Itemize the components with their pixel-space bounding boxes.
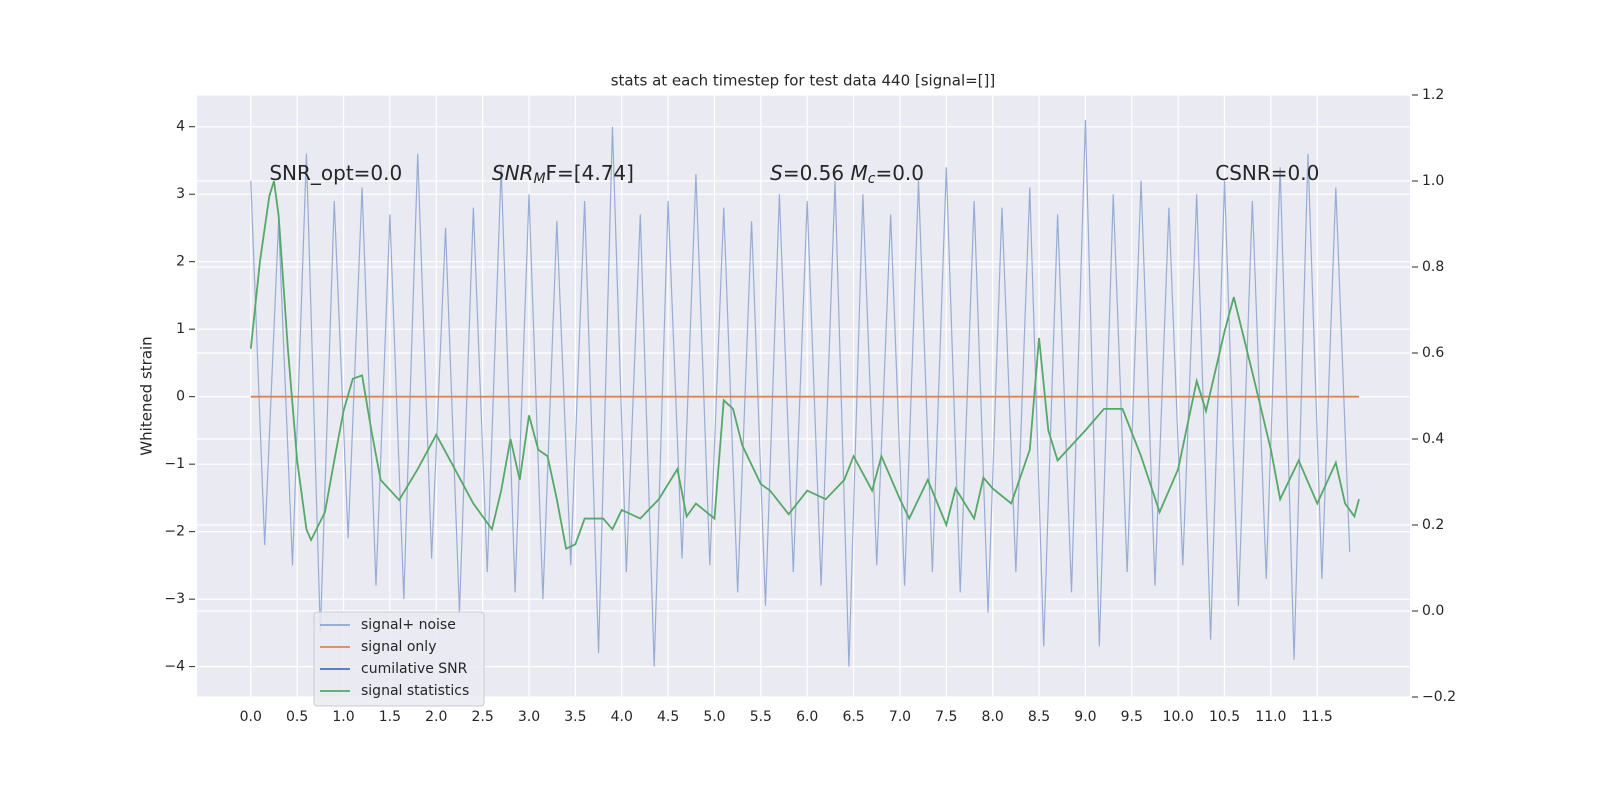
y2-tick-label: 0.4 bbox=[1422, 431, 1444, 447]
y2-tick-label: −0.2 bbox=[1422, 689, 1456, 705]
x-tick-label: 10.5 bbox=[1209, 709, 1240, 725]
annotation-part: SNR bbox=[492, 160, 534, 184]
x-tick-label: 5.0 bbox=[703, 709, 725, 725]
legend: signal+ noise signal only cumilative SNR si… bbox=[313, 611, 485, 707]
x-tick-label: 10.0 bbox=[1163, 709, 1194, 725]
x-tick-label: 8.0 bbox=[982, 709, 1004, 725]
annotation-part: CSNR=0.0 bbox=[1215, 160, 1319, 184]
x-tick-label: 1.0 bbox=[332, 709, 354, 725]
chart-title: stats at each timestep for test data 440… bbox=[611, 72, 996, 90]
y-tick-label: −1 bbox=[164, 456, 185, 472]
x-tick-label: 0.5 bbox=[286, 709, 308, 725]
y2-tick-label: 1.0 bbox=[1422, 173, 1444, 189]
legend-box bbox=[313, 611, 485, 707]
annotation-part: SNR_opt=0.0 bbox=[269, 160, 402, 184]
annotation-part: S bbox=[770, 160, 783, 184]
y2-tick-label: 0.2 bbox=[1422, 517, 1444, 533]
y-tick-label: −3 bbox=[164, 591, 185, 607]
y-tick-label: −4 bbox=[164, 659, 185, 675]
x-tick-label: 3.0 bbox=[518, 709, 540, 725]
x-tick-label: 7.0 bbox=[889, 709, 911, 725]
x-tick-label: 1.5 bbox=[379, 709, 401, 725]
y-axis-label: Whitened strain bbox=[138, 336, 156, 455]
x-tick-label: 11.0 bbox=[1255, 709, 1286, 725]
annotation-part: M bbox=[850, 160, 867, 184]
x-tick-label: 8.5 bbox=[1028, 709, 1050, 725]
legend-label: cumilative SNR bbox=[361, 661, 468, 677]
annotation: CSNR=0.0 bbox=[1215, 160, 1319, 184]
x-tick-label: 2.5 bbox=[471, 709, 493, 725]
x-tick-label: 4.5 bbox=[657, 709, 679, 725]
y2-tick-label: 0.8 bbox=[1422, 259, 1444, 275]
annotation: SNRMF=[4.74] bbox=[492, 160, 634, 187]
y-tick-label: 3 bbox=[176, 186, 185, 202]
legend-label: signal+ noise bbox=[361, 617, 456, 633]
y-tick-label: 0 bbox=[176, 389, 185, 405]
x-tick-label: 6.5 bbox=[842, 709, 864, 725]
x-tick-label: 9.0 bbox=[1074, 709, 1096, 725]
x-tick-label: 7.5 bbox=[935, 709, 957, 725]
annotation-part: F=[4.74] bbox=[546, 160, 634, 184]
x-tick-label: 6.0 bbox=[796, 709, 818, 725]
annotation-part: M bbox=[533, 171, 545, 187]
annotation-part: =0.0 bbox=[875, 160, 924, 184]
y2-tick-label: 0.0 bbox=[1422, 603, 1444, 619]
y-tick-label: −2 bbox=[164, 524, 185, 540]
y-tick-label: 4 bbox=[176, 119, 185, 135]
x-tick-label: 0.0 bbox=[240, 709, 262, 725]
x-tick-label: 9.5 bbox=[1121, 709, 1143, 725]
y-tick-label: 1 bbox=[176, 321, 185, 337]
annotation-part: =0.56 bbox=[783, 160, 851, 184]
x-tick-label: 4.0 bbox=[611, 709, 633, 725]
y-tick-label: 2 bbox=[176, 254, 185, 270]
legend-label: signal only bbox=[361, 639, 436, 655]
x-tick-label: 5.5 bbox=[750, 709, 772, 725]
x-tick-label: 11.5 bbox=[1302, 709, 1333, 725]
series-line bbox=[249, 180, 1360, 550]
annotation-part: c bbox=[868, 171, 876, 187]
legend-label: signal statistics bbox=[361, 683, 469, 699]
y2-tick-label: 1.2 bbox=[1422, 87, 1444, 103]
series-line bbox=[250, 119, 1351, 667]
y2-tick-label: 0.6 bbox=[1422, 345, 1444, 361]
x-tick-label: 3.5 bbox=[564, 709, 586, 725]
annotation: S=0.56 Mc=0.0 bbox=[770, 160, 924, 187]
x-tick-label: 2.0 bbox=[425, 709, 447, 725]
annotation: SNR_opt=0.0 bbox=[269, 160, 402, 184]
